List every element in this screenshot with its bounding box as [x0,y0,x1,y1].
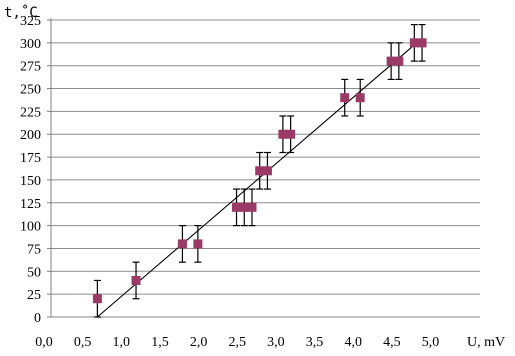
x-tick-label: 3,0 [267,335,285,350]
data-point [232,202,242,212]
data-point [239,202,249,212]
x-tick-label: 5,0 [422,335,440,350]
y-tick-label: 75 [27,242,41,257]
data-point [409,38,419,48]
y-tick-label: 200 [20,128,41,143]
x-tick-label: 0,0 [35,335,53,350]
data-point [177,239,187,249]
data-point [417,38,427,48]
data-point [262,166,272,176]
y-tick-label: 300 [20,37,41,52]
x-tick-label: 4,0 [344,335,362,350]
y-tick-label: 25 [27,288,41,303]
data-point [394,56,404,66]
y-tick-label: 50 [27,265,41,280]
y-tick-label: 225 [20,105,41,120]
data-point [278,129,288,139]
data-point [286,129,296,139]
x-tick-label: 4,5 [383,335,401,350]
gridlines [47,19,480,318]
y-tick-label: 125 [20,197,41,212]
y-tick-label: 150 [20,174,41,189]
data-point [92,294,102,304]
y-tick-labels: 0 25 50 75 100 125 150 175 200 225 250 275 300 325 [20,14,41,326]
data-point [193,239,203,249]
x-tick-label: 1,0 [113,335,131,350]
x-tick-labels: 0,0 0,5 1,0 1,5 2,0 2,5 3,0 3,5 4,0 4,5 5,0 [35,335,439,350]
data-point [255,166,265,176]
data-point [340,93,350,103]
x-tick-label: 2,0 [190,335,208,350]
x-tick-label: 1,5 [151,335,169,350]
x-tick-label: 3,5 [306,335,324,350]
data-point [386,56,396,66]
data-points [92,38,427,304]
y-axis-label: t,˚C [4,4,38,21]
y-tick-label: 175 [20,151,41,166]
x-tick-label: 2,5 [229,335,247,350]
x-tick-label: 0,5 [74,335,92,350]
x-axis-label: U, mV [467,335,505,350]
y-tick-label: 100 [20,220,41,235]
data-point [247,202,257,212]
y-tick-label: 325 [20,14,41,29]
data-point [131,275,141,285]
y-tick-label: 0 [34,311,41,326]
y-tick-label: 275 [20,60,41,75]
y-tick-label: 250 [20,83,41,98]
axes [50,18,480,318]
data-point [355,93,365,103]
